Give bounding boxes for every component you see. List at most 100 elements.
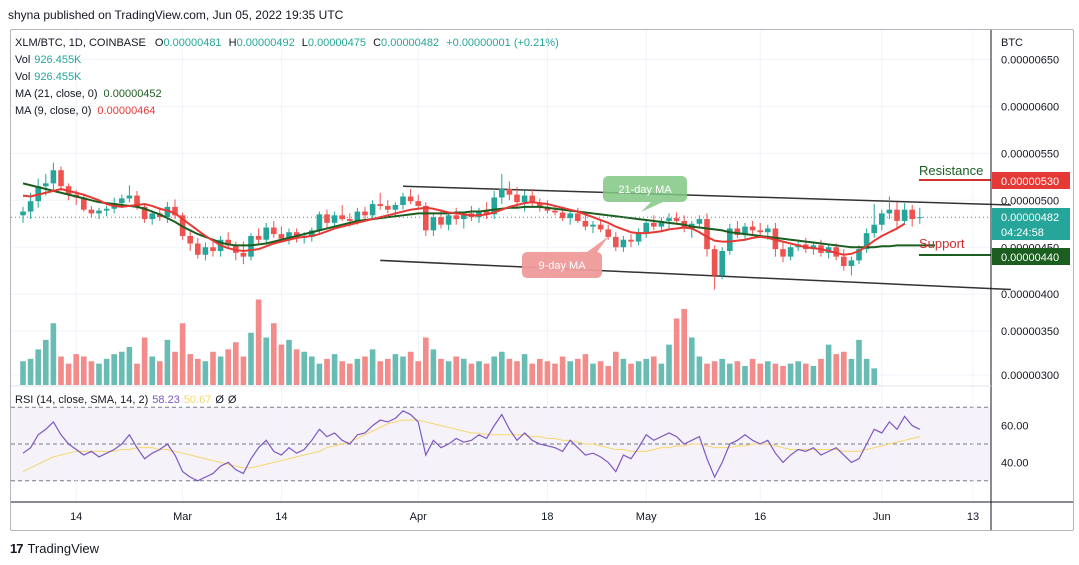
volume-bar <box>575 358 581 385</box>
volume-bar <box>590 363 596 385</box>
channel-lower-line <box>380 259 1012 291</box>
volume-bar <box>673 318 680 385</box>
price-tick-label: 0.00000550 <box>1001 148 1059 160</box>
volume-bar <box>803 363 809 385</box>
volume-bar <box>81 356 87 385</box>
candle <box>871 204 877 238</box>
volume-bar <box>225 349 231 385</box>
ma9-callout-label: 9-day MA <box>538 260 586 272</box>
volume-bar <box>476 361 482 385</box>
volume-bar <box>666 344 672 385</box>
volume-bar <box>780 366 786 385</box>
volume-bar <box>833 354 839 385</box>
price-tick-label: 0.00000650 <box>1001 54 1059 66</box>
candle <box>339 204 345 221</box>
volume-bar <box>628 363 634 385</box>
volume-bar <box>848 358 855 385</box>
svg-text:MA (9, close, 0)0.00000464: MA (9, close, 0) 0.00000464 <box>15 105 156 117</box>
volume-bar <box>316 363 323 385</box>
volume-bar <box>354 358 361 385</box>
volume-bar <box>453 356 459 385</box>
candle <box>491 190 497 220</box>
volume-bar <box>521 354 528 385</box>
candle <box>651 215 657 231</box>
volume-bar <box>103 358 110 385</box>
support-label: Support <box>919 236 965 251</box>
volume-bar <box>765 361 771 385</box>
candle <box>331 211 338 227</box>
support-price-badge: 0.00000440 <box>992 248 1070 265</box>
volume-bar <box>263 337 269 385</box>
publisher-line: shyna published on TradingView.com, Jun … <box>8 8 344 22</box>
volume-bar <box>483 363 490 385</box>
volume-bar <box>271 323 277 385</box>
volume-bar <box>255 299 262 385</box>
tradingview-logo[interactable]: 17 TradingView <box>10 541 99 556</box>
candle <box>407 189 414 205</box>
candle <box>286 228 292 245</box>
volume-bar <box>73 354 79 385</box>
candle <box>711 245 718 290</box>
rsi-tick-label: 60.00 <box>1001 421 1029 433</box>
volume-bar <box>582 354 589 385</box>
volume-bar <box>772 363 779 385</box>
volume-bar <box>757 363 763 385</box>
candle <box>271 220 277 238</box>
candle <box>780 241 786 263</box>
resistance-label: Resistance <box>919 163 983 178</box>
candle <box>863 228 870 253</box>
legend: XLM/BTC, 1D, COINBASE O0.00000481 H0.000… <box>15 37 559 406</box>
volume-bar <box>795 361 801 385</box>
price-tick-label: 0.00000350 <box>1001 326 1059 338</box>
candle <box>666 213 672 229</box>
candle <box>430 213 437 236</box>
candles[interactable] <box>20 162 923 290</box>
candle <box>590 220 596 234</box>
chart-frame[interactable]: 21-day MA 9-day MA Resistance Support 0.000… <box>10 29 1074 531</box>
volume-bar <box>658 363 665 385</box>
volume-bar <box>119 351 125 385</box>
svg-text:0.00000440: 0.00000440 <box>1001 252 1059 264</box>
volume-bar <box>362 356 368 385</box>
svg-text:MA (21, close, 0)0.00000452: MA (21, close, 0) 0.00000452 <box>15 88 162 100</box>
volume-bar <box>286 339 292 385</box>
volume-bar <box>825 344 832 385</box>
volume-bar <box>856 339 862 385</box>
candle <box>628 234 634 248</box>
volume-bar <box>293 349 300 385</box>
volume-bar <box>605 366 611 385</box>
candle <box>742 222 748 240</box>
candle <box>58 166 64 191</box>
candle <box>749 220 756 236</box>
volume-bar <box>43 339 49 385</box>
volume-bar <box>195 358 201 385</box>
chart-canvas[interactable]: 21-day MA 9-day MA Resistance Support 0.000… <box>11 30 1073 530</box>
ma9-line <box>22 187 906 256</box>
candle <box>917 207 923 224</box>
candle <box>369 200 376 220</box>
volume-bar <box>643 358 649 385</box>
candle <box>567 209 573 225</box>
volume-bar <box>187 354 193 385</box>
volume-bar <box>179 323 186 385</box>
candle <box>81 193 87 212</box>
time-tick-label: Apr <box>410 511 427 523</box>
svg-text:0.00000482: 0.00000482 <box>1001 212 1059 224</box>
volume-bar <box>544 361 551 385</box>
tradingview-logo-icon: 17 <box>10 541 24 556</box>
volume-bar <box>415 361 421 385</box>
volume-bar <box>134 363 140 385</box>
candle <box>673 212 680 225</box>
volume-bar <box>309 356 315 385</box>
candle <box>803 237 809 253</box>
candle <box>643 219 649 238</box>
volume-bar <box>461 358 467 385</box>
volume-bar <box>514 361 520 385</box>
volume-bar <box>863 358 870 385</box>
volume-bar <box>818 358 824 385</box>
volume-bar <box>126 347 133 385</box>
ma9-callout: 9-day MA <box>522 236 609 278</box>
volume-bar <box>50 323 57 385</box>
legend-symbol: XLM/BTC, 1D, COINBASE <box>15 37 146 49</box>
